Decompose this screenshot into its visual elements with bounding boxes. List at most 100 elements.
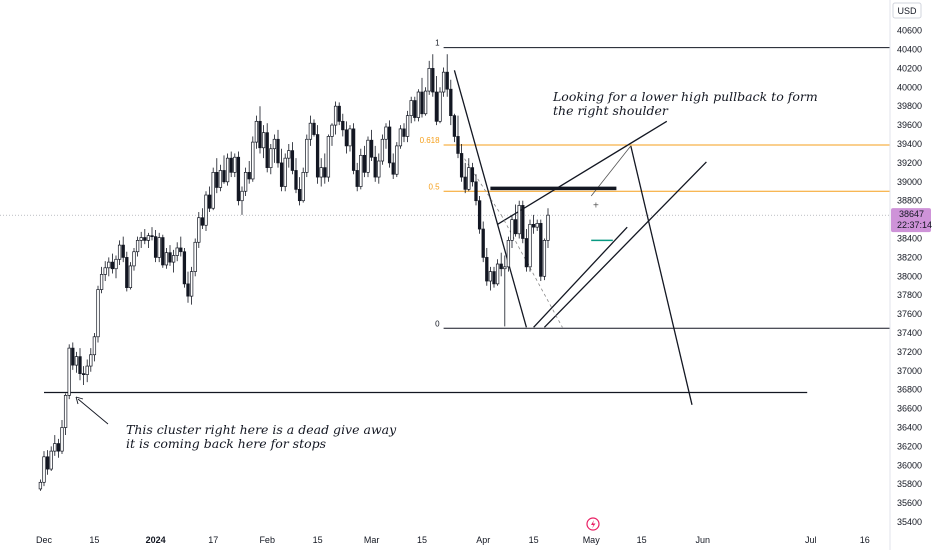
candle — [445, 54, 449, 97]
candle — [506, 236, 511, 272]
candle — [107, 257, 111, 277]
candle — [481, 221, 485, 263]
fib-level-label: 0 — [435, 319, 440, 328]
candle — [157, 232, 161, 263]
candle — [409, 96, 413, 124]
currency-label[interactable]: USD — [897, 6, 917, 16]
price-tick-label: 37800 — [897, 290, 922, 300]
time-tick-label: Mar — [364, 535, 380, 545]
candle — [384, 123, 388, 149]
candle — [423, 87, 428, 116]
candle — [449, 79, 453, 126]
candle — [150, 227, 154, 241]
candle — [63, 393, 68, 436]
candle — [121, 236, 125, 263]
candle — [517, 200, 521, 239]
candle — [402, 123, 406, 143]
candle — [110, 253, 115, 274]
candle — [531, 214, 536, 234]
candle — [146, 232, 151, 248]
candle — [373, 145, 377, 182]
annotation-1-line-1: Looking for a lower high pullback to for… — [552, 89, 818, 104]
price-tick-label: 36800 — [897, 385, 922, 395]
candle — [287, 144, 291, 168]
candle — [459, 144, 464, 182]
candle — [233, 153, 237, 178]
candle — [45, 450, 50, 475]
candles-series — [38, 54, 550, 491]
cursor-cross-icon: + — [593, 200, 599, 211]
candle — [438, 87, 442, 124]
candle — [60, 419, 64, 454]
candle — [229, 151, 233, 178]
currency-label-box[interactable] — [892, 2, 922, 19]
time-tick-label: Dec — [36, 535, 53, 545]
candle — [193, 238, 197, 277]
drawing-lines[interactable]: + — [453, 70, 707, 405]
price-tick-label: 37600 — [897, 309, 922, 319]
candle — [179, 236, 183, 257]
projected-drop-line — [630, 145, 693, 405]
neckline-left — [533, 226, 628, 328]
price-tick-label: 37200 — [897, 347, 922, 357]
candle — [355, 162, 359, 192]
candle — [74, 351, 79, 373]
price-tick-label: 40600 — [897, 26, 922, 36]
price-tick-label: 35400 — [897, 517, 922, 527]
candle — [139, 231, 143, 248]
lightning-icon[interactable] — [586, 517, 600, 531]
candle — [168, 245, 172, 266]
candle — [56, 438, 61, 458]
candle — [218, 164, 223, 192]
candle — [81, 366, 86, 385]
candle — [524, 229, 529, 272]
price-tick-label: 39400 — [897, 139, 922, 149]
candle — [247, 161, 251, 184]
candle — [492, 266, 496, 288]
candle — [323, 153, 327, 184]
candle — [456, 115, 460, 159]
candle — [38, 479, 43, 491]
fibonacci-retracement[interactable]: 1 0.618 0.5 0 — [420, 39, 890, 329]
candle — [42, 451, 46, 487]
price-axis[interactable]: 35400 35600 35800 36000 36200 36400 36600 36800… — [897, 26, 922, 527]
candle — [503, 255, 507, 327]
candle — [326, 134, 331, 182]
candle — [204, 191, 208, 231]
time-axis[interactable]: Dec 15 2024 17 Feb 15 Mar 15 Apr 15 May 15 Jun Jul 16 — [36, 535, 870, 545]
price-tick-label: 39600 — [897, 120, 922, 130]
candle — [301, 167, 305, 203]
candle — [222, 155, 226, 184]
candle — [510, 214, 514, 248]
candle — [542, 238, 547, 281]
candle — [125, 251, 129, 292]
candle — [413, 96, 417, 122]
candle — [535, 219, 539, 231]
candle — [427, 60, 431, 95]
candle — [175, 242, 179, 262]
time-tick-label: 15 — [89, 535, 99, 545]
candle — [279, 148, 284, 192]
price-tick-label: 38200 — [897, 252, 922, 262]
candle — [85, 359, 89, 383]
candle — [405, 110, 410, 143]
price-tick-label: 38400 — [897, 234, 922, 244]
price-tick-label: 37400 — [897, 328, 922, 338]
candle — [546, 208, 550, 248]
candle — [485, 247, 489, 286]
candle — [513, 204, 518, 237]
wedge-upper-line — [497, 120, 668, 225]
candle — [441, 67, 446, 97]
price-tick-label: 35800 — [897, 479, 922, 489]
time-tick-label: 15 — [313, 535, 323, 545]
candle — [236, 151, 241, 206]
price-tick-label: 37000 — [897, 366, 922, 376]
candle — [265, 123, 269, 173]
price-tick-label: 36400 — [897, 423, 922, 433]
annotation-arrow-line — [77, 398, 109, 425]
support-line[interactable] — [44, 391, 808, 425]
time-tick-label: 16 — [860, 535, 870, 545]
annotations: Looking for a lower high pullback to for… — [126, 89, 818, 451]
candle — [312, 119, 316, 137]
